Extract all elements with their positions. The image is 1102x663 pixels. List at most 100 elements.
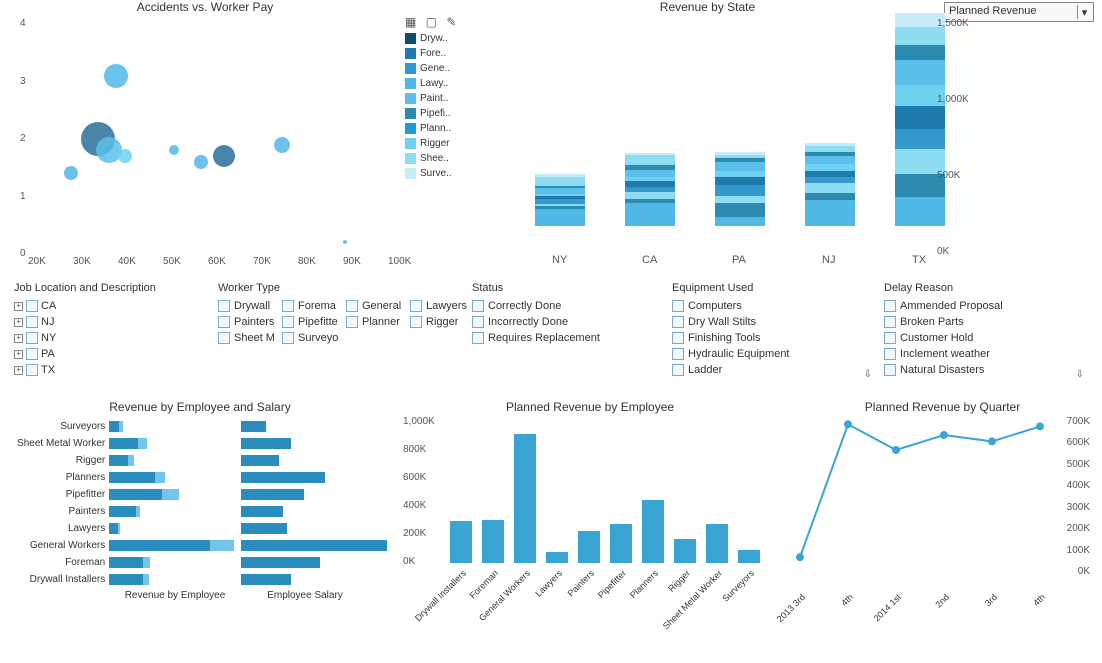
checkbox[interactable] (884, 332, 896, 344)
checkbox[interactable] (672, 300, 684, 312)
hbar-row[interactable]: Foreman (10, 554, 390, 571)
vbar[interactable] (514, 434, 536, 563)
checkbox[interactable] (472, 300, 484, 312)
filter-option[interactable]: Rigger (410, 314, 470, 330)
filter-option[interactable]: Forema (282, 298, 342, 314)
filter-option[interactable]: Ammended Proposal (884, 298, 1084, 314)
checkbox[interactable] (26, 364, 38, 376)
scatter-point[interactable] (64, 166, 78, 180)
checkbox[interactable] (884, 364, 896, 376)
checkbox[interactable] (282, 332, 294, 344)
checkbox[interactable] (672, 316, 684, 328)
vbar[interactable] (674, 539, 696, 563)
filter-option[interactable]: Drywall (218, 298, 278, 314)
hbar-row[interactable]: Pipefitter (10, 486, 390, 503)
checkbox[interactable] (282, 316, 294, 328)
filter-option[interactable]: Sheet M (218, 330, 278, 346)
hbar-row[interactable]: Sheet Metal Worker (10, 435, 390, 452)
filter-option[interactable]: Dry Wall Stilts (672, 314, 872, 330)
expand-icon[interactable]: + (14, 366, 23, 375)
filter-option[interactable]: General (346, 298, 406, 314)
vbar[interactable] (578, 531, 600, 563)
filter-option[interactable]: Computers (672, 298, 872, 314)
filter-option[interactable]: Requires Replacement (472, 330, 652, 346)
filter-option[interactable]: Customer Hold (884, 330, 1084, 346)
legend-item[interactable]: Fore.. (405, 46, 475, 61)
checkbox[interactable] (472, 332, 484, 344)
filter-option[interactable]: Painters (218, 314, 278, 330)
scatter-point[interactable] (194, 155, 208, 169)
vbar[interactable] (546, 552, 568, 563)
legend-item[interactable]: Pipefi.. (405, 106, 475, 121)
filter-option[interactable]: Ladder (672, 362, 872, 378)
checkbox[interactable] (884, 300, 896, 312)
tree-item[interactable]: +TX (14, 362, 214, 378)
scroll-down-icon[interactable]: ⇩ (864, 369, 872, 380)
tree-item[interactable]: +CA (14, 298, 214, 314)
filter-option[interactable]: Incorrectly Done (472, 314, 652, 330)
line-point[interactable] (1036, 422, 1044, 430)
hbar-row[interactable]: Rigger (10, 452, 390, 469)
scatter-point[interactable] (118, 149, 132, 163)
checkbox[interactable] (218, 316, 230, 328)
legend-item[interactable]: Rigger (405, 136, 475, 151)
vbar[interactable] (482, 520, 504, 563)
expand-icon[interactable]: + (14, 350, 23, 359)
checkbox[interactable] (26, 332, 38, 344)
checkbox[interactable] (672, 364, 684, 376)
checkbox[interactable] (218, 332, 230, 344)
legend-item[interactable]: Shee.. (405, 151, 475, 166)
filter-option[interactable]: Pipefitte (282, 314, 342, 330)
checkbox[interactable] (884, 316, 896, 328)
filter-option[interactable]: Finishing Tools (672, 330, 872, 346)
expand-icon[interactable]: + (14, 318, 23, 327)
hbar-row[interactable]: Painters (10, 503, 390, 520)
checkbox[interactable] (410, 316, 422, 328)
legend-item[interactable]: Lawy.. (405, 76, 475, 91)
scatter-point[interactable] (274, 137, 290, 153)
checkbox[interactable] (672, 348, 684, 360)
expand-icon[interactable]: + (14, 334, 23, 343)
hbar-row[interactable]: General Workers (10, 537, 390, 554)
scatter-point[interactable] (104, 64, 128, 88)
state-bar[interactable] (805, 143, 855, 226)
plan-q-plot[interactable]: 2013 3rd4th2014 1st2nd3rd4th (790, 418, 1055, 573)
checkbox[interactable] (26, 348, 38, 360)
hbar-row[interactable]: Planners (10, 469, 390, 486)
filter-option[interactable]: Inclement weather (884, 346, 1084, 362)
line-point[interactable] (940, 431, 948, 439)
checkbox[interactable] (26, 300, 38, 312)
state-bar[interactable] (535, 174, 585, 226)
hbar-row[interactable]: Surveyors (10, 418, 390, 435)
checkbox[interactable] (346, 316, 358, 328)
filter-option[interactable]: Hydraulic Equipment (672, 346, 872, 362)
expand-icon[interactable]: + (14, 302, 23, 311)
legend-item[interactable]: Surve.. (405, 166, 475, 181)
scatter-point[interactable] (343, 240, 347, 244)
vbar[interactable] (450, 521, 472, 563)
scatter-point[interactable] (96, 137, 122, 163)
filter-option[interactable]: Planner (346, 314, 406, 330)
revenue-state-plot[interactable]: NYCAPANJTX (495, 18, 940, 256)
state-bar[interactable] (895, 13, 945, 226)
legend-toolbar[interactable]: ▦ ▢ ✎ (405, 15, 475, 29)
checkbox[interactable] (410, 300, 422, 312)
filter-option[interactable]: Broken Parts (884, 314, 1084, 330)
state-bar[interactable] (715, 152, 765, 226)
checkbox[interactable] (26, 316, 38, 328)
line-point[interactable] (988, 437, 996, 445)
legend-item[interactable]: Dryw.. (405, 31, 475, 46)
line-point[interactable] (892, 446, 900, 454)
checkbox[interactable] (282, 300, 294, 312)
vbar[interactable] (642, 500, 664, 563)
filter-option[interactable]: Correctly Done (472, 298, 652, 314)
vbar[interactable] (738, 550, 760, 563)
tree-item[interactable]: +NY (14, 330, 214, 346)
line-point[interactable] (796, 553, 804, 561)
scatter-point[interactable] (213, 145, 235, 167)
filter-option[interactable]: Natural Disasters (884, 362, 1084, 378)
line-point[interactable] (844, 420, 852, 428)
filter-option[interactable]: Lawyers (410, 298, 470, 314)
plan-emp-plot[interactable]: Drywall InstallersForemanGeneral Workers… (445, 418, 785, 563)
legend-item[interactable]: Gene.. (405, 61, 475, 76)
